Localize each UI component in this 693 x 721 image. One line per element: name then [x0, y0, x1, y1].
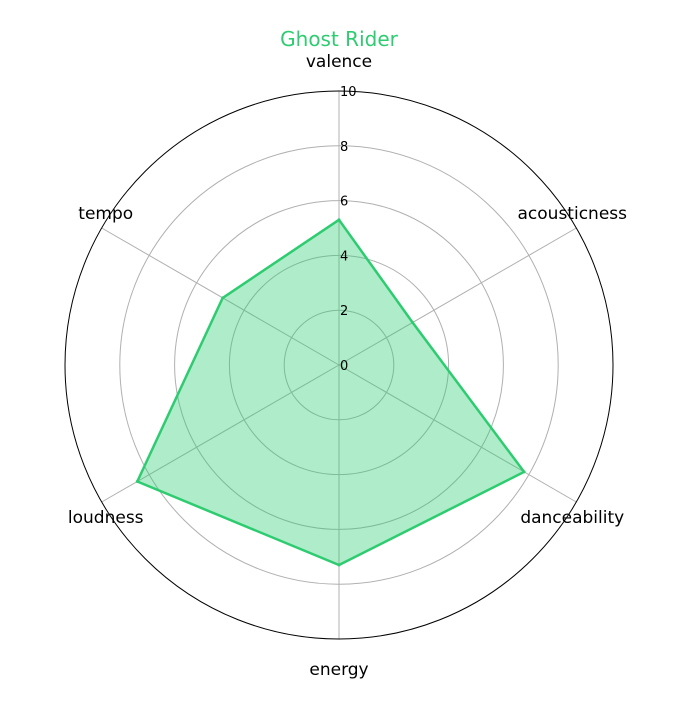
- radar-series: [135, 218, 526, 567]
- r-tick-label: 6: [340, 195, 348, 210]
- spoke-tempo: [101, 227, 340, 366]
- spoke-loudness: [101, 364, 340, 503]
- data-point-acousticness: [411, 321, 415, 325]
- r-tick-label: 10: [340, 85, 357, 100]
- data-point-loudness: [135, 479, 139, 483]
- axis-label-acousticness: acousticness: [518, 204, 628, 224]
- axis-label-danceability: danceability: [520, 508, 624, 528]
- axis-labels: valence acousticness danceability energy lou…: [68, 52, 627, 680]
- r-tick-label: 0: [340, 359, 348, 374]
- outer-ring: [64, 90, 614, 640]
- data-point-energy: [337, 563, 341, 567]
- series-area: [137, 219, 525, 566]
- r-tick-label: 2: [340, 304, 348, 319]
- data-point-tempo: [221, 296, 225, 300]
- spoke-acousticness: [338, 227, 577, 366]
- axis-label-energy: energy: [309, 660, 368, 680]
- r-tick-label: 8: [340, 140, 348, 155]
- radar-grid: [64, 90, 614, 640]
- axis-label-tempo: tempo: [78, 204, 133, 224]
- axis-label-loudness: loudness: [68, 508, 144, 528]
- chart-title: Ghost Rider: [280, 27, 398, 51]
- data-point-danceability: [522, 470, 526, 474]
- r-tick-label: 4: [340, 249, 348, 264]
- radial-tick-labels: 0 2 4 6 8 10: [340, 85, 357, 374]
- data-point-valence: [337, 218, 341, 222]
- spoke-danceability: [338, 364, 577, 503]
- axis-label-valence: valence: [306, 52, 372, 72]
